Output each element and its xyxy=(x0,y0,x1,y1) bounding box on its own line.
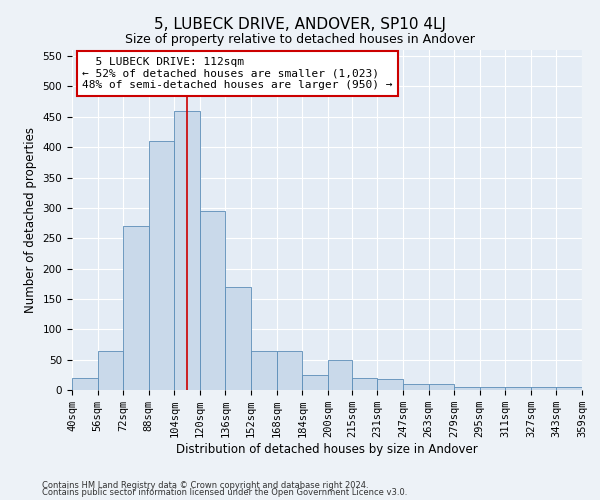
Text: Contains HM Land Registry data © Crown copyright and database right 2024.: Contains HM Land Registry data © Crown c… xyxy=(42,480,368,490)
Bar xyxy=(377,379,403,390)
Bar xyxy=(149,141,175,390)
Bar xyxy=(479,387,505,390)
Bar xyxy=(302,375,328,390)
Y-axis label: Number of detached properties: Number of detached properties xyxy=(24,127,37,313)
Bar xyxy=(556,387,582,390)
Bar xyxy=(352,378,377,390)
Bar xyxy=(277,350,302,390)
Bar xyxy=(403,384,428,390)
Text: Contains public sector information licensed under the Open Government Licence v3: Contains public sector information licen… xyxy=(42,488,407,497)
Text: Size of property relative to detached houses in Andover: Size of property relative to detached ho… xyxy=(125,32,475,46)
Bar xyxy=(454,387,479,390)
Bar xyxy=(72,378,98,390)
X-axis label: Distribution of detached houses by size in Andover: Distribution of detached houses by size … xyxy=(176,443,478,456)
Text: 5 LUBECK DRIVE: 112sqm
← 52% of detached houses are smaller (1,023)
48% of semi-: 5 LUBECK DRIVE: 112sqm ← 52% of detached… xyxy=(82,57,392,90)
Bar xyxy=(200,211,226,390)
Bar xyxy=(251,350,277,390)
Bar xyxy=(123,226,149,390)
Bar xyxy=(505,387,531,390)
Bar xyxy=(328,360,352,390)
Bar xyxy=(531,387,556,390)
Bar xyxy=(98,350,123,390)
Bar xyxy=(175,110,200,390)
Bar xyxy=(428,384,454,390)
Bar xyxy=(226,287,251,390)
Text: 5, LUBECK DRIVE, ANDOVER, SP10 4LJ: 5, LUBECK DRIVE, ANDOVER, SP10 4LJ xyxy=(154,18,446,32)
